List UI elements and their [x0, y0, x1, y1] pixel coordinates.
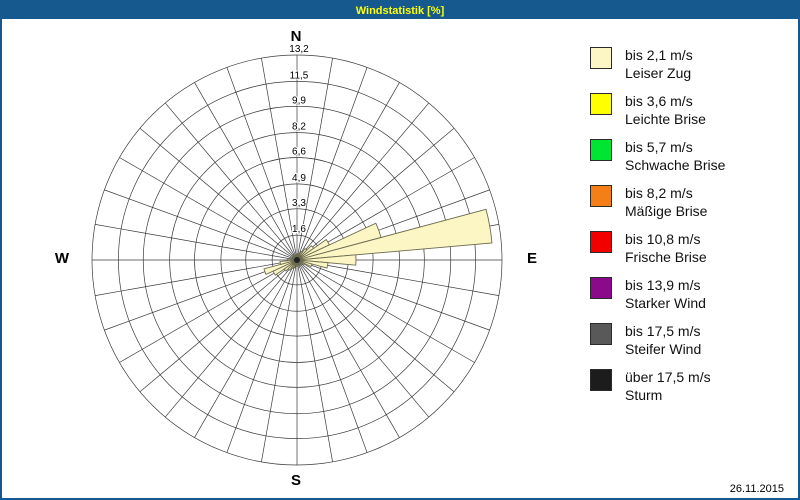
legend-color-swatch [590, 47, 612, 69]
legend-item-text: bis 10,8 m/s Frische Brise [625, 230, 707, 266]
legend-item-text: bis 17,5 m/s Steifer Wind [625, 322, 701, 358]
legend-category-label: Starker Wind [625, 295, 706, 311]
legend: bis 2,1 m/s Leiser Zug bis 3,6 m/s Leich… [590, 46, 725, 414]
legend-speed-label: über 17,5 m/s [625, 369, 711, 385]
legend-item: bis 8,2 m/s Mäßige Brise [590, 184, 725, 220]
compass-south-label: S [290, 472, 301, 489]
legend-item-text: bis 3,6 m/s Leichte Brise [625, 92, 706, 128]
legend-color-swatch [590, 231, 612, 253]
legend-color-swatch [590, 277, 612, 299]
radial-tick-label: 11,5 [290, 70, 309, 81]
legend-category-label: Sturm [625, 387, 663, 403]
compass-north-label: N [290, 28, 302, 45]
legend-speed-label: bis 2,1 m/s [625, 47, 693, 63]
legend-item: bis 5,7 m/s Schwache Brise [590, 138, 725, 174]
legend-item: bis 13,9 m/s Starker Wind [590, 276, 725, 312]
legend-category-label: Steifer Wind [625, 341, 702, 357]
legend-speed-label: bis 3,6 m/s [625, 93, 693, 109]
radial-tick-label: 1,6 [292, 224, 306, 235]
legend-category-label: Leichte Brise [625, 111, 706, 127]
legend-color-swatch [590, 139, 612, 161]
radial-tick-label: 6,6 [292, 147, 306, 158]
legend-item: bis 17,5 m/s Steifer Wind [590, 322, 725, 358]
legend-item-text: bis 8,2 m/s Mäßige Brise [625, 184, 707, 220]
legend-item: bis 10,8 m/s Frische Brise [590, 230, 725, 266]
legend-item: über 17,5 m/s Sturm [590, 368, 725, 404]
window-title: Windstatistik [%] [355, 4, 445, 17]
compass-east-label: E [526, 250, 537, 267]
legend-item-text: bis 13,9 m/s Starker Wind [625, 276, 706, 312]
legend-category-label: Schwache Brise [625, 157, 726, 173]
legend-speed-label: bis 13,9 m/s [625, 277, 701, 293]
legend-speed-label: bis 5,7 m/s [625, 139, 693, 155]
legend-item: bis 3,6 m/s Leichte Brise [590, 92, 725, 128]
legend-speed-label: bis 10,8 m/s [625, 231, 701, 247]
legend-color-swatch [590, 323, 612, 345]
radial-tick-label: 3,3 [292, 198, 306, 209]
legend-category-label: Leiser Zug [625, 65, 692, 81]
legend-color-swatch [590, 369, 612, 391]
legend-category-label: Frische Brise [625, 249, 707, 265]
legend-color-swatch [590, 93, 612, 115]
radial-tick-label: 8,2 [292, 122, 306, 133]
radial-tick-label: 13,2 [289, 44, 309, 55]
date-label: 26.11.2015 [729, 483, 784, 495]
legend-category-label: Mäßige Brise [625, 203, 708, 219]
legend-speed-label: bis 8,2 m/s [625, 185, 693, 201]
radial-tick-label: 9,9 [292, 95, 306, 106]
legend-item-text: bis 2,1 m/s Leiser Zug [625, 46, 693, 82]
radial-tick-label: 4,9 [292, 173, 306, 184]
legend-color-swatch [590, 185, 612, 207]
legend-speed-label: bis 17,5 m/s [625, 323, 701, 339]
compass-west-label: W [54, 250, 70, 267]
legend-item: bis 2,1 m/s Leiser Zug [590, 46, 725, 82]
legend-item-text: bis 5,7 m/s Schwache Brise [625, 138, 725, 174]
title-bar: Windstatistik [%] [2, 2, 798, 19]
legend-item-text: über 17,5 m/s Sturm [625, 368, 711, 404]
